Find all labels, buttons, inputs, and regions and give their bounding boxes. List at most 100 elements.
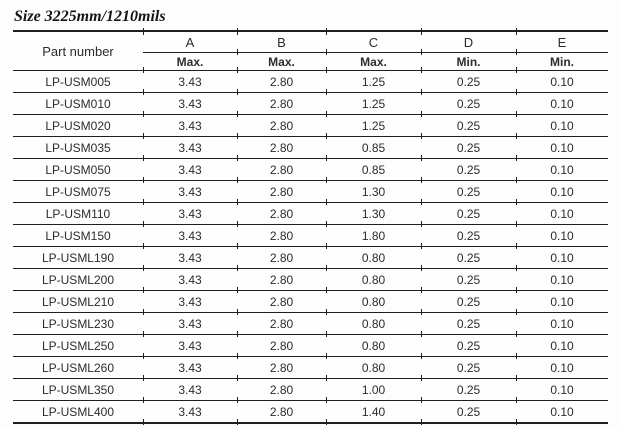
value-cell: 2.80	[237, 70, 327, 95]
column-header-c: C	[326, 27, 422, 54]
table-row: LP-USML230 3.43 2.80 0.80 0.25 0.10	[13, 312, 608, 337]
value-cell: 0.10	[516, 224, 608, 247]
table-row: LP-USML210 3.43 2.80 0.80 0.25 0.10	[13, 290, 608, 315]
value-cell: 0.25	[421, 202, 517, 227]
column-letters-row: Part number A B C D E	[13, 27, 608, 72]
part-number-cell: LP-USML210	[13, 290, 144, 315]
value-cell: 0.80	[326, 356, 422, 381]
value-cell: 2.80	[237, 224, 327, 249]
value-cell: 3.43	[143, 378, 238, 403]
part-number-header: Part number	[13, 27, 144, 72]
value-cell: 0.10	[516, 136, 608, 159]
value-cell: 1.00	[326, 378, 422, 403]
column-header-d: D	[421, 27, 517, 54]
value-cell: 0.10	[516, 114, 608, 137]
part-number-cell: LP-USM035	[13, 136, 144, 161]
value-cell: 0.25	[421, 268, 517, 293]
value-cell: 1.80	[326, 224, 422, 249]
value-cell: 3.43	[143, 334, 238, 359]
table-row: LP-USM010 3.43 2.80 1.25 0.25 0.10	[13, 92, 608, 117]
value-cell: 1.30	[326, 180, 422, 205]
value-cell: 3.43	[143, 401, 238, 424]
value-cell: 0.25	[421, 290, 517, 315]
value-cell: 0.80	[326, 290, 422, 315]
value-cell: 0.10	[550, 404, 574, 419]
value-cell: 3.43	[143, 224, 238, 249]
value-cell: 0.25	[421, 114, 517, 139]
value-cell: 0.25	[421, 378, 517, 403]
value-cell: 1.25	[326, 114, 422, 139]
part-number-cell: LP-USM150	[13, 224, 144, 249]
value-cell: 3.43	[143, 246, 238, 271]
value-cell: 1.40	[326, 401, 422, 424]
value-cell: 0.25	[421, 92, 517, 117]
subheader-d: Min.	[421, 52, 517, 73]
value-cell: 2.80	[237, 378, 327, 403]
value-cell: 0.10	[516, 180, 608, 203]
value-cell: 3.43	[143, 268, 238, 293]
value-cell: 0.10	[516, 202, 608, 225]
value-cell: 0.25	[421, 334, 517, 359]
table-row: LP-USML250 3.43 2.80 0.80 0.25 0.10	[13, 334, 608, 359]
value-cell: 0.25	[421, 356, 517, 381]
value-cell: 0.25	[421, 312, 517, 337]
part-number-cell: LP-USML250	[13, 334, 144, 359]
value-cell: 3.43	[143, 202, 238, 227]
subheader-e: Min.	[516, 52, 608, 71]
value-cell: 1.25	[326, 92, 422, 117]
value-cell: 0.10	[516, 312, 608, 335]
value-cell: 0.25	[421, 70, 517, 95]
value-cell: 2.80	[237, 290, 327, 315]
part-number-cell: LP-USML400	[13, 401, 144, 424]
column-header-e: E	[516, 31, 608, 53]
column-header-a: A	[143, 27, 238, 54]
value-cell: 2.80	[237, 114, 327, 139]
value-cell: 3.43	[143, 136, 238, 161]
part-number-cell: LP-USM005	[13, 70, 144, 95]
value-cell: 2.80	[237, 334, 327, 359]
value-cell: 2.80	[237, 356, 327, 381]
subheader-b: Max.	[237, 52, 327, 73]
value-cell: 0.80	[326, 246, 422, 271]
table-body: LP-USM005 3.43 2.80 1.25 0.25 0.10 LP-US…	[13, 70, 608, 424]
table-row: LP-USM075 3.43 2.80 1.30 0.25 0.10	[13, 180, 608, 205]
table-row: LP-USM150 3.43 2.80 1.80 0.25 0.10	[13, 224, 608, 249]
part-number-cell: LP-USML260	[13, 356, 144, 381]
part-number-cell: LP-USM050	[13, 158, 144, 183]
table-row: LP-USML190 3.43 2.80 0.80 0.25 0.10	[13, 246, 608, 271]
value-cell: 0.80	[326, 312, 422, 337]
value-cell: 0.80	[326, 334, 422, 359]
value-cell: 0.10	[516, 70, 608, 93]
value-cell: 0.25	[421, 136, 517, 161]
column-header-b: B	[237, 27, 327, 54]
value-cell: 0.80	[326, 268, 422, 293]
table-row: LP-USM020 3.43 2.80 1.25 0.25 0.10	[13, 114, 608, 139]
table-row: LP-USM005 3.43 2.80 1.25 0.25 0.10	[13, 70, 608, 95]
table-row: LP-USM110 3.43 2.80 1.30 0.25 0.10	[13, 202, 608, 227]
value-cell: 0.10	[516, 378, 608, 401]
value-cell: 2.80	[237, 401, 327, 424]
value-cell: 0.10	[516, 158, 608, 181]
value-cell: 0.10	[516, 246, 608, 269]
value-cell: 0.25	[421, 158, 517, 183]
value-cell: 1.25	[326, 70, 422, 95]
value-cell: 2.80	[237, 180, 327, 205]
value-cell: 3.43	[143, 158, 238, 183]
part-number-cell: LP-USML190	[13, 246, 144, 271]
value-cell: 0.10	[516, 268, 608, 291]
table-row: LP-USM035 3.43 2.80 0.85 0.25 0.10	[13, 136, 608, 161]
subheader-c: Max.	[326, 52, 422, 73]
value-cell: 0.10	[516, 356, 608, 379]
value-cell: 3.43	[143, 290, 238, 315]
value-cell: 0.10	[516, 92, 608, 115]
value-cell: 3.43	[143, 70, 238, 95]
value-cell: 3.43	[143, 114, 238, 139]
value-cell: 2.80	[237, 92, 327, 117]
value-cell: 3.43	[143, 356, 238, 381]
minmax-subheader-row: Max. Max. Max. Min. Min.	[13, 52, 608, 73]
part-number-cell: LP-USM110	[13, 202, 144, 227]
table-header: Part number A B C D E Max. Max. Max. Min…	[13, 27, 608, 73]
dimensions-table: Part number A B C D E Max. Max. Max. Min…	[13, 27, 608, 424]
value-cell: 0.85	[326, 158, 422, 183]
value-cell: 0.25	[421, 246, 517, 271]
